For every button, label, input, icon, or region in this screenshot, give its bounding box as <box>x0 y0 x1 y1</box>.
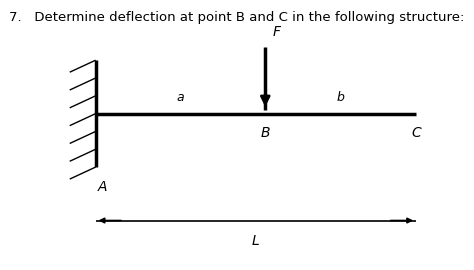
Text: a: a <box>177 91 184 104</box>
Text: F: F <box>273 25 280 39</box>
Text: L: L <box>252 234 260 248</box>
Text: C: C <box>411 126 421 140</box>
Text: 7.   Determine deflection at point B and C in the following structure:: 7. Determine deflection at point B and C… <box>9 11 465 24</box>
Text: b: b <box>337 91 345 104</box>
Text: A: A <box>98 180 108 194</box>
Text: B: B <box>261 126 270 140</box>
